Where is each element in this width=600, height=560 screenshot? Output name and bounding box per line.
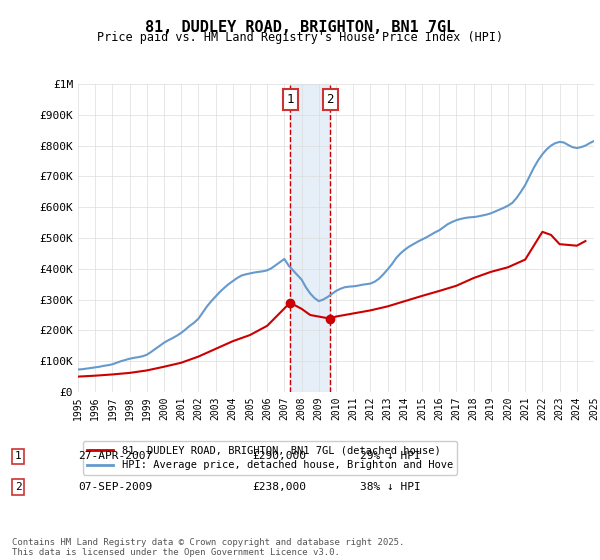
Text: 38% ↓ HPI: 38% ↓ HPI (360, 482, 421, 492)
Bar (290, 84, 331, 392)
Text: £238,000: £238,000 (252, 482, 306, 492)
Text: 1: 1 (286, 93, 294, 106)
Text: 27-APR-2007: 27-APR-2007 (78, 451, 152, 461)
Text: 2: 2 (14, 482, 22, 492)
Text: 81, DUDLEY ROAD, BRIGHTON, BN1 7GL: 81, DUDLEY ROAD, BRIGHTON, BN1 7GL (145, 20, 455, 35)
Text: 07-SEP-2009: 07-SEP-2009 (78, 482, 152, 492)
Text: 29% ↓ HPI: 29% ↓ HPI (360, 451, 421, 461)
Text: £290,000: £290,000 (252, 451, 306, 461)
Legend: 81, DUDLEY ROAD, BRIGHTON, BN1 7GL (detached house), HPI: Average price, detache: 81, DUDLEY ROAD, BRIGHTON, BN1 7GL (deta… (83, 441, 457, 474)
Text: 1: 1 (14, 451, 22, 461)
Text: Contains HM Land Registry data © Crown copyright and database right 2025.
This d: Contains HM Land Registry data © Crown c… (12, 538, 404, 557)
Text: 2: 2 (326, 93, 334, 106)
Text: Price paid vs. HM Land Registry's House Price Index (HPI): Price paid vs. HM Land Registry's House … (97, 31, 503, 44)
